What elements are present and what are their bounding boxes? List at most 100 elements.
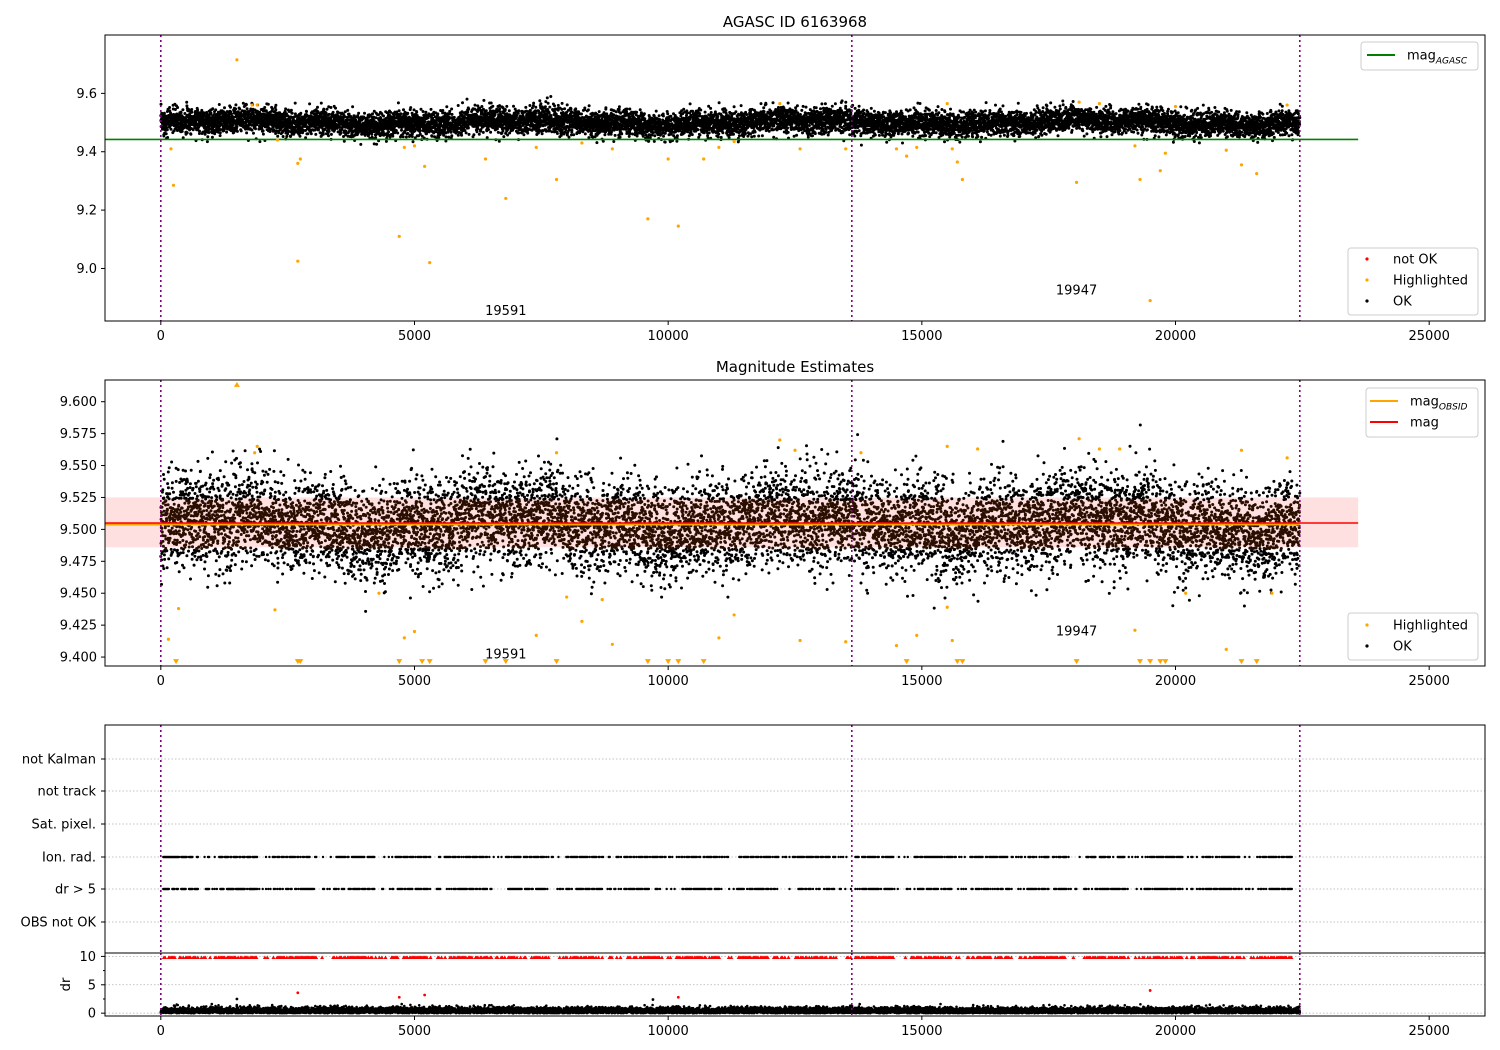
legend-entry: magAGASC [1367,49,1468,67]
highlighted-point [905,154,909,158]
legend-marker-swatch [1365,257,1369,261]
legend-entry: not OK [1365,253,1438,268]
dr-points [159,955,1302,1015]
axes-frame [104,34,1486,322]
flags-panel: not Kalman not track Sat. pixel. Ion. rad. d… [21,724,1486,954]
highlighted-point [1224,647,1228,652]
highlighted-point [273,608,277,612]
highlighted-point [580,619,584,623]
highlighted-point [255,444,259,448]
panel-title: AGASC ID 6163968 [723,13,867,31]
clipped-low-marker [502,659,509,665]
flag-category-label: Ion. rad. [42,851,96,866]
highlighted-point [717,145,721,149]
clipped-low-marker [675,659,682,665]
y-tick-label: 10 [79,950,96,965]
highlighted-point [397,234,401,238]
highlighted-point [1118,447,1122,451]
highlighted-point [1285,103,1289,107]
x-tick-label: 25000 [1409,674,1450,689]
clipped-high-marker [233,381,240,387]
x-tick-label: 25000 [1409,1024,1450,1039]
highlighted-point [798,147,802,151]
dr-panel: 0 5 10 dr 0 5000 10000 15000 20000 25000 [59,950,1486,1039]
y-tick-label: 9.6 [76,87,97,102]
y-tick-label: 9.0 [76,262,97,277]
highlighted-point [1255,172,1259,176]
x-tick-label: 10000 [647,1024,688,1039]
highlighted-point [945,605,949,609]
highlighted-point [1133,144,1137,148]
flag-category-label: not Kalman [22,753,96,768]
dr-outlier-point [651,998,655,1001]
highlighted-point [377,591,381,595]
highlighted-point [676,224,680,228]
highlighted-point [894,643,899,648]
clipped-low-marker [297,659,304,665]
clipped-low-marker [959,659,966,665]
highlighted-point [915,145,919,149]
highlighted-point [1097,101,1102,106]
highlighted-points [166,381,1289,665]
highlighted-points [169,58,1289,303]
legend-label: magOBSID [1410,395,1468,413]
flag-category-label: Sat. pixel. [32,818,96,833]
clipped-low-marker [665,659,672,665]
dr-outlier-point [676,995,680,999]
clipped-low-marker [1253,659,1260,665]
x-tick-label: 5000 [398,329,431,344]
dr-outlier-point [423,993,427,997]
highlighted-point [1173,104,1178,109]
y-tick-label: 9.600 [60,395,97,410]
highlighted-point [950,638,954,643]
clipped-low-marker [1162,659,1169,665]
y-tick-label: 9.475 [60,555,97,570]
obsid-label: 19947 [1056,624,1097,639]
highlighted-point [894,147,899,151]
highlighted-point [1074,180,1079,184]
agasc-panel: AGASC ID 6163968 19591 19947 0 5000 10000 1500… [76,13,1486,344]
legend-label: mag [1410,416,1439,431]
highlighted-point [534,633,538,637]
y-tick-label: 0 [88,1007,96,1022]
highlighted-point [412,144,417,148]
clipped-low-marker [644,659,651,665]
x-tick-label: 20000 [1155,674,1196,689]
legend-marker-swatch [1365,644,1369,648]
legend-entry: OK [1365,640,1412,655]
y-tick-label: 9.500 [60,523,97,538]
legend-entry: magOBSID [1370,395,1468,413]
highlighted-point [717,636,721,640]
highlighted-point [504,196,508,201]
x-tick-label: 0 [157,1024,165,1039]
highlighted-point [171,183,176,187]
highlighted-point [1077,437,1081,441]
highlighted-point [255,103,259,107]
y-tick-label: 9.400 [60,651,97,666]
x-tick-label: 5000 [398,1024,431,1039]
x-tick-label: 5000 [398,674,431,689]
clipped-low-marker [173,659,180,665]
highlighted-point [565,595,569,599]
highlighted-point [298,157,302,161]
x-tick-label: 0 [157,674,165,689]
clipped-low-marker [1238,659,1245,665]
dr-ok-points [159,1002,1302,1015]
legend-entry: Highlighted [1365,274,1468,289]
clipped-low-marker [903,659,910,665]
highlighted-point [955,160,959,164]
highlighted-point [646,217,650,221]
obsid-label: 19591 [485,304,526,319]
highlighted-point [1270,591,1274,595]
highlighted-point [275,138,280,142]
panel-title: Magnitude Estimates [716,358,874,376]
highlighted-point [1133,628,1137,632]
legend-label: Highlighted [1393,274,1468,289]
highlighted-point [702,157,706,161]
legend-label: not OK [1393,253,1438,268]
highlighted-point [859,451,863,455]
y-tick-label: 9.450 [60,587,97,602]
highlighted-point [1097,447,1102,451]
clipped-low-marker [1137,659,1143,665]
highlighted-point [844,640,848,644]
